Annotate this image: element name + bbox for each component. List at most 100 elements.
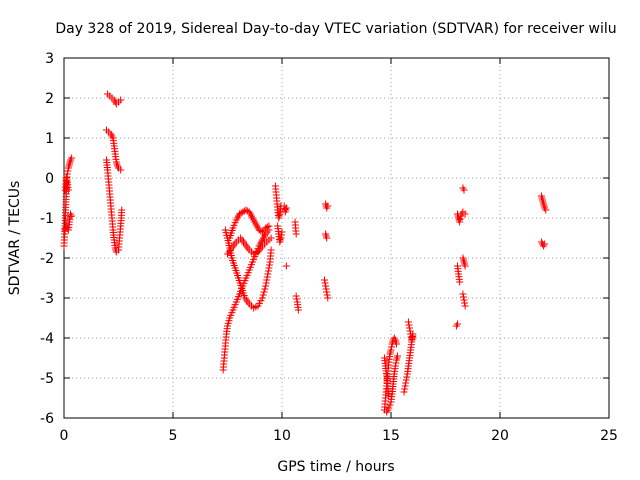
data-point xyxy=(265,261,273,269)
data-point xyxy=(460,296,468,304)
data-point xyxy=(391,362,399,370)
data-point xyxy=(401,382,409,390)
data-point xyxy=(117,96,125,104)
data-point xyxy=(260,288,268,296)
data-point xyxy=(460,186,468,194)
data-point xyxy=(388,343,396,351)
y-tick-label: 0 xyxy=(45,171,54,187)
data-point xyxy=(64,186,72,194)
data-point xyxy=(63,170,71,178)
data-point xyxy=(68,154,76,162)
data-point xyxy=(406,324,414,332)
data-point xyxy=(64,167,72,175)
data-point xyxy=(542,206,550,214)
data-point xyxy=(453,320,461,328)
data-point xyxy=(461,262,469,270)
data-point xyxy=(404,318,412,326)
data-point xyxy=(324,202,332,210)
x-tick-label: 25 xyxy=(600,428,618,444)
y-tick-label: -6 xyxy=(40,411,54,427)
chart-title: Day 328 of 2019, Sidereal Day-to-day VTE… xyxy=(55,21,616,37)
data-point xyxy=(278,228,286,236)
data-point xyxy=(282,204,290,212)
y-tick-label: -5 xyxy=(40,371,54,387)
data-point xyxy=(385,404,393,412)
data-point xyxy=(263,273,271,281)
y-tick-label: 2 xyxy=(45,91,54,107)
x-tick-label: 15 xyxy=(382,428,400,444)
data-point xyxy=(292,230,300,238)
grid-lines xyxy=(64,58,609,418)
y-tick-label: 3 xyxy=(45,51,54,67)
x-tick-labels: 0 5 10 15 20 25 xyxy=(60,428,618,444)
data-point xyxy=(323,234,331,242)
data-point xyxy=(394,352,402,360)
data-point xyxy=(282,262,290,270)
data-point xyxy=(322,285,330,293)
data-point xyxy=(402,376,410,384)
data-point xyxy=(405,321,413,329)
tick-marks xyxy=(63,57,610,419)
y-tick-label: 1 xyxy=(45,131,54,147)
data-point xyxy=(267,246,275,254)
data-point xyxy=(456,215,464,223)
data-point xyxy=(264,267,272,275)
data-point xyxy=(459,290,467,298)
data-point xyxy=(258,294,266,302)
data-point xyxy=(293,295,301,303)
data-point xyxy=(403,373,411,381)
data-point xyxy=(392,340,400,348)
data-point xyxy=(294,306,302,314)
data-point xyxy=(322,282,330,290)
data-point xyxy=(257,227,265,235)
data-point xyxy=(461,210,469,218)
data-point xyxy=(541,240,549,248)
x-tick-label: 10 xyxy=(273,428,291,444)
data-point xyxy=(392,359,400,367)
data-point xyxy=(387,346,395,354)
y-tick-label: -1 xyxy=(40,211,54,227)
x-tick-label: 0 xyxy=(60,428,69,444)
data-point xyxy=(259,291,267,299)
data-point xyxy=(263,223,271,231)
data-point xyxy=(406,327,414,335)
plot-frame xyxy=(63,57,610,419)
data-point xyxy=(262,279,270,287)
data-point xyxy=(456,278,464,286)
data-point xyxy=(407,333,415,341)
y-tick-label: -3 xyxy=(40,291,54,307)
data-point xyxy=(292,292,300,300)
x-tick-label: 5 xyxy=(169,428,178,444)
data-point xyxy=(461,299,469,307)
data-point xyxy=(402,379,410,387)
data-point xyxy=(261,285,269,293)
data-point xyxy=(265,264,273,272)
data-point xyxy=(321,276,329,284)
data-point xyxy=(262,282,270,290)
data-point xyxy=(118,206,126,214)
data-point xyxy=(456,218,464,226)
data-point xyxy=(117,166,125,174)
data-point xyxy=(409,332,417,340)
data-point xyxy=(386,401,394,409)
data-point xyxy=(401,385,409,393)
data-point xyxy=(400,388,408,396)
data-point xyxy=(323,288,331,296)
data-point xyxy=(321,279,329,287)
data-points xyxy=(60,90,550,416)
y-axis-label: SDTVAR / TECUs xyxy=(7,181,23,296)
data-point xyxy=(459,293,467,301)
y-tick-labels: -6 -5 -4 -3 -2 -1 0 1 2 3 xyxy=(40,51,54,427)
x-tick-label: 20 xyxy=(491,428,509,444)
data-point xyxy=(264,270,272,278)
data-point xyxy=(323,291,331,299)
x-axis-label: GPS time / hours xyxy=(277,459,394,475)
data-point xyxy=(277,231,285,239)
data-point xyxy=(265,222,273,230)
data-point xyxy=(267,234,275,242)
data-point xyxy=(324,294,332,302)
data-point xyxy=(281,205,289,213)
data-point xyxy=(461,302,469,310)
data-point xyxy=(68,212,76,220)
